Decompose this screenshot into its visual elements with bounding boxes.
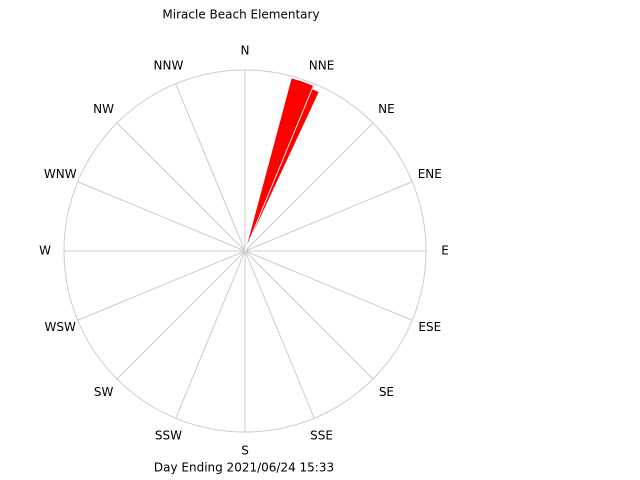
direction-label: NE: [378, 102, 395, 116]
direction-label: ESE: [418, 320, 441, 334]
direction-label: E: [441, 244, 449, 258]
spoke: [244, 250, 315, 419]
direction-label: NNE: [309, 59, 335, 73]
direction-label: SSE: [310, 428, 333, 442]
direction-label: SSW: [155, 428, 182, 442]
direction-label: SW: [94, 385, 114, 399]
spoke: [77, 181, 246, 252]
direction-label: WNW: [44, 167, 77, 181]
chart-footer: Day Ending 2021/06/24 15:33: [154, 461, 334, 475]
direction-label: ENE: [418, 167, 442, 181]
direction-label: WSW: [45, 320, 76, 334]
spoke: [116, 122, 246, 252]
spoke: [116, 250, 246, 380]
wind-sector: [244, 77, 315, 252]
spoke: [244, 181, 413, 252]
direction-label: W: [39, 244, 51, 258]
direction-label: SE: [379, 385, 394, 399]
spoke: [244, 250, 374, 380]
spoke: [244, 250, 413, 321]
spoke: [77, 250, 246, 321]
direction-label: NNW: [154, 59, 184, 73]
chart-title: Miracle Beach Elementary: [162, 8, 319, 22]
spoke: [244, 122, 374, 252]
direction-label: N: [241, 44, 250, 58]
direction-label: NW: [93, 102, 114, 116]
direction-label: S: [241, 444, 249, 458]
wind-sector: [244, 88, 320, 252]
spoke: [175, 250, 246, 419]
spoke: [175, 83, 246, 252]
